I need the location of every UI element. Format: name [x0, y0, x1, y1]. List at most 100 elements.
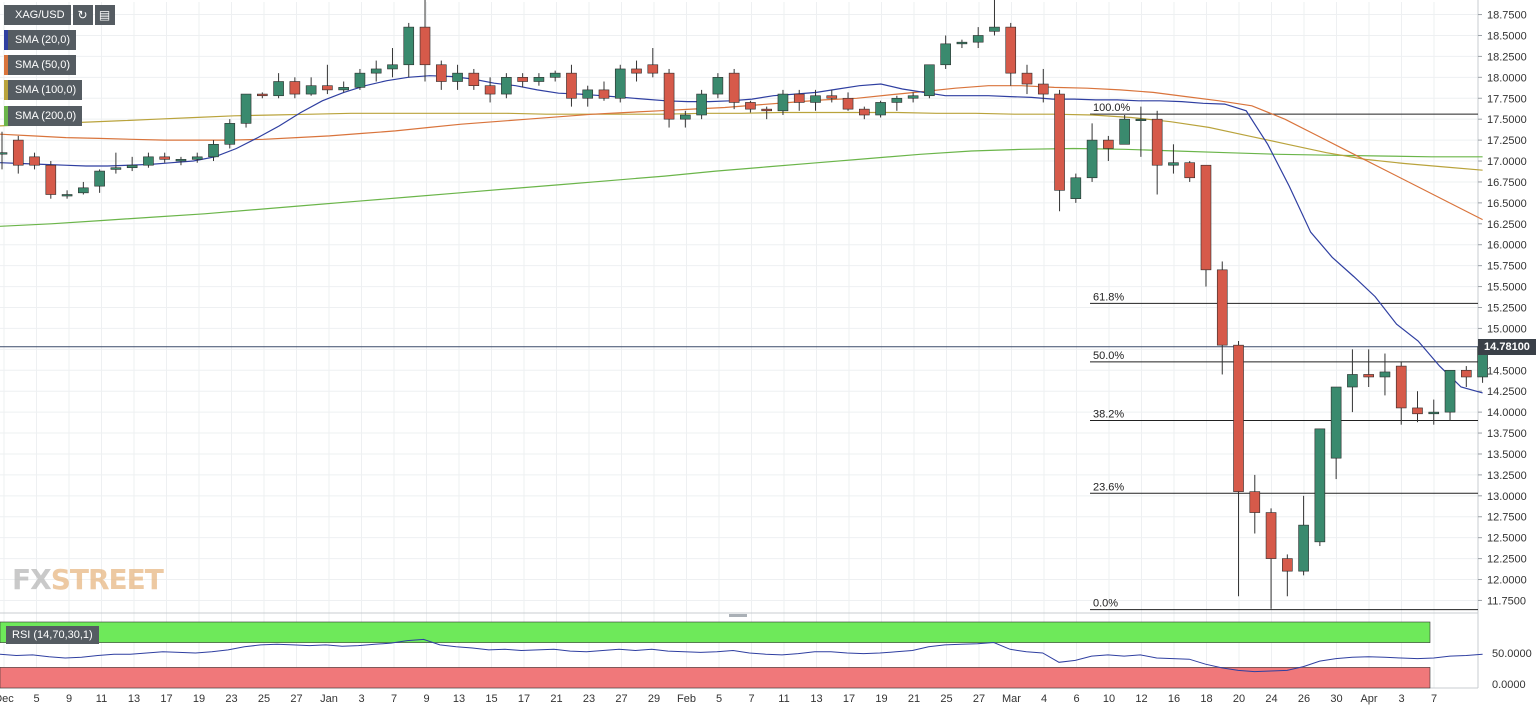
- candle-body: [1135, 118, 1147, 121]
- candle-down: [484, 77, 496, 103]
- candle-up: [126, 156, 138, 172]
- candle-down: [1412, 391, 1423, 423]
- candle-up: [712, 73, 724, 99]
- time-tick-label: Mar: [1002, 693, 1021, 705]
- candle-down: [45, 161, 57, 199]
- candle-body: [631, 68, 642, 74]
- price-tick-label: 17.5000: [1487, 114, 1527, 126]
- rsi-line: [0, 638, 1483, 673]
- candle-body: [338, 87, 349, 91]
- symbol-label[interactable]: XAG/USD: [4, 5, 71, 25]
- price-tick-label: 18.5000: [1487, 30, 1527, 42]
- candle-up: [989, 0, 1000, 36]
- candle-up: [1347, 349, 1358, 413]
- time-tick-label: 23: [225, 693, 237, 705]
- candle-body: [257, 93, 268, 97]
- fib-level-label: 61.8%: [1093, 291, 1124, 303]
- candle-down: [1461, 366, 1472, 388]
- time-tick-label: 10: [1103, 693, 1115, 705]
- candle-body: [61, 194, 73, 197]
- candle-body: [1151, 118, 1163, 166]
- candle-down: [842, 92, 854, 111]
- candle-body: [533, 77, 545, 82]
- candle-body: [1330, 386, 1342, 459]
- rsi-label[interactable]: RSI (14,70,30,1): [6, 626, 99, 644]
- candle-up: [403, 22, 415, 78]
- candle-body: [191, 156, 203, 160]
- time-tick-label: 6: [1073, 693, 1079, 705]
- candle-up: [696, 89, 707, 120]
- price-tick-label: 18.0000: [1487, 72, 1527, 84]
- sma-50-line: [0, 85, 1483, 221]
- candle-body: [110, 167, 122, 170]
- candle-body: [1119, 118, 1130, 145]
- candle-body: [761, 108, 772, 112]
- chart-settings-icon[interactable]: ▤: [94, 5, 115, 25]
- time-tick-label: 25: [940, 693, 952, 705]
- price-tick-label: 15.0000: [1487, 323, 1527, 335]
- price-tick-label: 15.2500: [1487, 303, 1527, 315]
- candle-body: [842, 97, 854, 110]
- time-tick-label: 17: [518, 693, 530, 705]
- candle-up: [110, 152, 122, 174]
- candle-down: [468, 68, 480, 90]
- candle-up: [614, 64, 626, 103]
- time-tick-label: Dec: [0, 693, 14, 705]
- price-tick-label: 13.0000: [1487, 491, 1527, 503]
- candle-down: [29, 152, 40, 170]
- candle-up: [582, 85, 594, 107]
- price-tick-label: 14.5000: [1487, 365, 1527, 377]
- candle-body: [1200, 164, 1212, 271]
- candle-up: [1168, 144, 1179, 174]
- price-tick-label: 16.7500: [1487, 177, 1527, 189]
- candle-up: [78, 181, 89, 195]
- time-tick-label: 7: [748, 693, 754, 705]
- time-tick-label: 27: [615, 693, 627, 705]
- time-tick-label: 21: [908, 693, 920, 705]
- candle-down: [745, 100, 756, 113]
- candle-up: [94, 169, 105, 193]
- rsi-oversold-zone: [0, 667, 1431, 689]
- sma-100-label[interactable]: SMA (100,0): [4, 80, 83, 100]
- time-tick-label: 13: [810, 693, 822, 705]
- sma-20-label[interactable]: SMA (20,0): [4, 30, 77, 50]
- candle-down: [289, 77, 301, 99]
- candle-body: [1249, 491, 1261, 513]
- candle-down: [1363, 349, 1374, 388]
- candle-down: [566, 64, 577, 107]
- price-tick-label: 15.5000: [1487, 282, 1527, 294]
- candle-body: [891, 97, 903, 103]
- candle-up: [891, 95, 903, 111]
- refresh-icon[interactable]: ↻: [72, 5, 93, 25]
- candle-down: [1233, 340, 1244, 597]
- price-tick-label: 12.7500: [1487, 512, 1527, 524]
- candle-up: [1444, 369, 1456, 421]
- time-tick-label: 13: [128, 693, 140, 705]
- sma-50-label[interactable]: SMA (50,0): [4, 55, 77, 75]
- candle-up: [810, 89, 821, 111]
- sma-20-line: [0, 75, 1483, 394]
- price-tick-label: 16.0000: [1487, 240, 1527, 252]
- candle-down: [257, 92, 268, 99]
- time-tick-label: 25: [258, 693, 270, 705]
- price-tick-label: 13.7500: [1487, 428, 1527, 440]
- time-tick-label: 27: [290, 693, 302, 705]
- candle-down: [631, 60, 642, 82]
- candle-body: [78, 187, 89, 194]
- time-tick-label: 15: [485, 693, 497, 705]
- candle-body: [712, 77, 724, 95]
- time-tick-label: 3: [358, 693, 364, 705]
- candle-down: [826, 89, 838, 103]
- candle-body: [1428, 411, 1440, 415]
- price-tick-label: 16.2500: [1487, 219, 1527, 231]
- candle-down: [435, 60, 447, 90]
- candle-body: [745, 102, 756, 110]
- sma-200-label[interactable]: SMA (200,0): [4, 106, 83, 126]
- candle-body: [12, 139, 24, 166]
- candle-down: [1103, 135, 1114, 162]
- candle-down: [1249, 474, 1261, 534]
- candle-down: [1282, 554, 1293, 597]
- candle-body: [1184, 162, 1196, 179]
- symbol-toolbar: XAG/USD ↻ ▤: [4, 5, 115, 25]
